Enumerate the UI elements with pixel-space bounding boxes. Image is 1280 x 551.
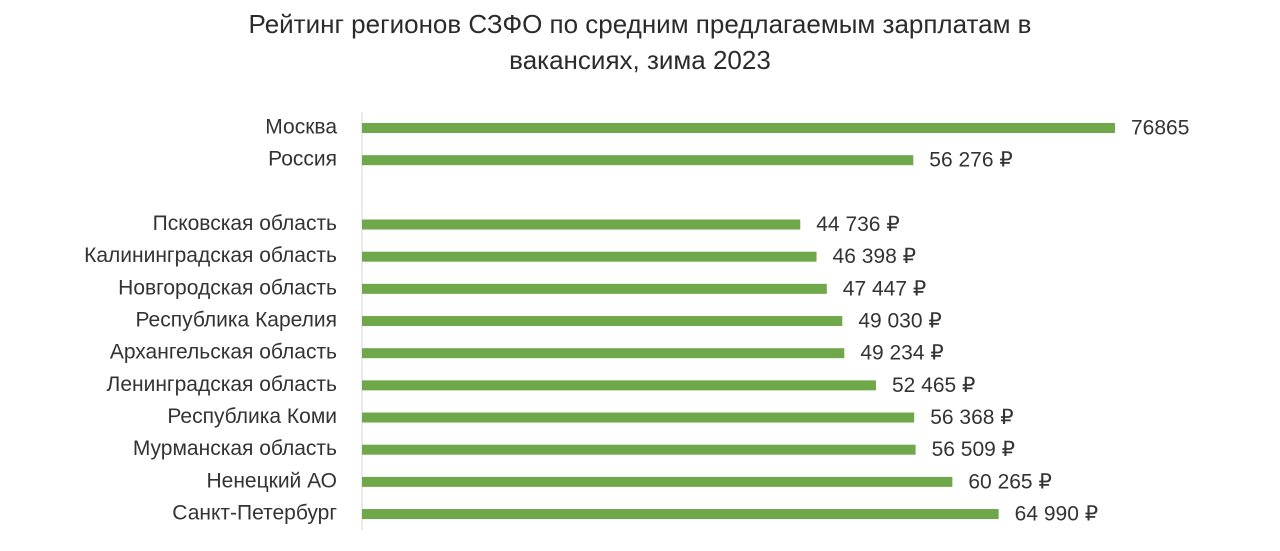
chart-title: Рейтинг регионов СЗФО по средним предлаг… xyxy=(248,9,1032,75)
value-label: 56 276 ₽ xyxy=(929,149,1012,172)
value-label: 60 265 ₽ xyxy=(968,470,1051,493)
value-label: 76865 xyxy=(1131,117,1189,140)
value-label: 49 234 ₽ xyxy=(860,342,943,365)
bar xyxy=(362,155,914,166)
y-tick-label: Ненецкий АО xyxy=(206,469,337,492)
value-label: 52 465 ₽ xyxy=(892,374,975,397)
y-tick-label: Санкт-Петербург xyxy=(172,502,337,525)
y-tick-label: Россия xyxy=(268,148,337,171)
bar xyxy=(362,219,801,230)
bar xyxy=(362,380,876,391)
y-tick-label: Новгородская область xyxy=(118,276,337,299)
value-label: 47 447 ₽ xyxy=(843,277,926,300)
bar xyxy=(362,123,1115,133)
value-label: 56 509 ₽ xyxy=(932,438,1015,461)
value-label: 49 030 ₽ xyxy=(858,310,941,333)
bar xyxy=(362,316,843,327)
bar xyxy=(362,444,916,455)
value-label: 44 736 ₽ xyxy=(816,213,899,236)
y-tick-label: Калининградская область xyxy=(84,244,337,267)
value-label: 56 368 ₽ xyxy=(930,406,1013,429)
bar xyxy=(362,283,827,294)
y-tick-label: Архангельская область xyxy=(110,341,337,364)
bar xyxy=(362,348,845,359)
value-label: 64 990 ₽ xyxy=(1015,503,1098,526)
y-tick-label: Псковская область xyxy=(153,212,337,235)
bar xyxy=(362,251,817,262)
y-tick-label: Ленинградская область xyxy=(107,373,338,396)
y-tick-label: Республика Коми xyxy=(167,405,337,428)
bar xyxy=(362,412,915,423)
y-tick-label: Республика Карелия xyxy=(135,309,337,332)
y-tick-label: Мурманская область xyxy=(133,437,337,460)
bar xyxy=(362,476,953,487)
y-tick-label: Москва xyxy=(265,116,337,139)
value-label: 46 398 ₽ xyxy=(833,245,916,268)
bar xyxy=(362,509,999,520)
